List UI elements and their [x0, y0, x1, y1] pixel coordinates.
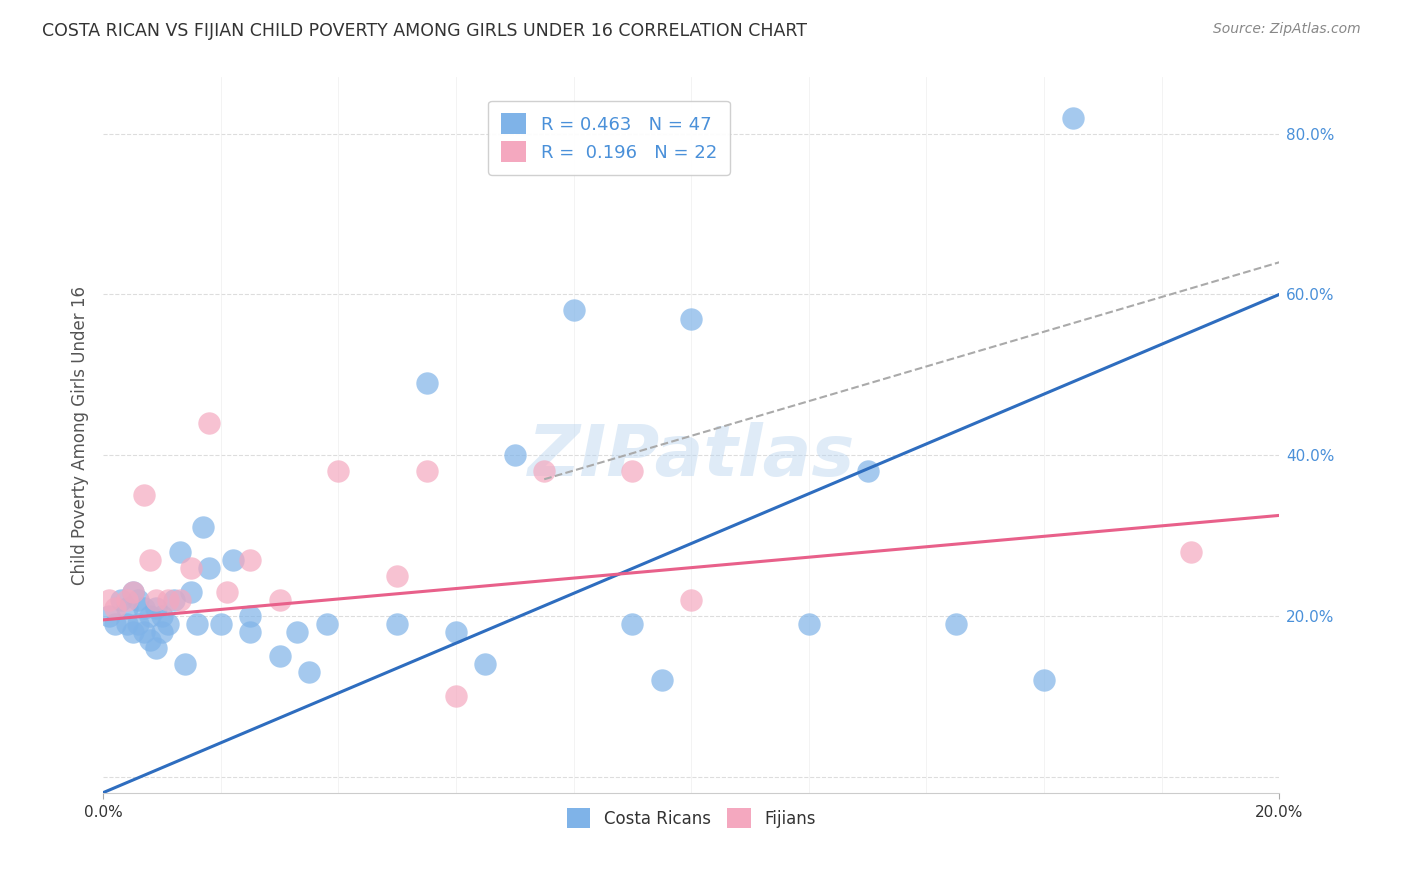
Text: ZIPatlas: ZIPatlas — [527, 422, 855, 491]
Point — [150, 624, 173, 639]
Point — [139, 608, 162, 623]
Point — [385, 568, 408, 582]
Point — [797, 616, 820, 631]
Point — [98, 608, 121, 623]
Point — [621, 616, 644, 631]
Point — [174, 657, 197, 671]
Point — [134, 600, 156, 615]
Point — [681, 311, 703, 326]
Legend: Costa Ricans, Fijians: Costa Ricans, Fijians — [561, 802, 823, 834]
Point — [562, 303, 585, 318]
Point — [145, 592, 167, 607]
Point — [127, 616, 149, 631]
Point — [191, 520, 214, 534]
Text: Source: ZipAtlas.com: Source: ZipAtlas.com — [1213, 22, 1361, 37]
Point — [115, 616, 138, 631]
Point — [444, 690, 467, 704]
Point — [269, 648, 291, 663]
Point — [621, 464, 644, 478]
Point — [215, 584, 238, 599]
Point — [651, 673, 673, 687]
Text: COSTA RICAN VS FIJIAN CHILD POVERTY AMONG GIRLS UNDER 16 CORRELATION CHART: COSTA RICAN VS FIJIAN CHILD POVERTY AMON… — [42, 22, 807, 40]
Point — [856, 464, 879, 478]
Point — [474, 657, 496, 671]
Point — [134, 624, 156, 639]
Point — [110, 592, 132, 607]
Point — [945, 616, 967, 631]
Point — [198, 416, 221, 430]
Point — [285, 624, 308, 639]
Point — [239, 608, 262, 623]
Point — [150, 608, 173, 623]
Point — [121, 624, 143, 639]
Point — [156, 592, 179, 607]
Point — [269, 592, 291, 607]
Point — [115, 592, 138, 607]
Point — [385, 616, 408, 631]
Point — [186, 616, 208, 631]
Point — [328, 464, 350, 478]
Point — [415, 376, 437, 390]
Point — [444, 624, 467, 639]
Point — [209, 616, 232, 631]
Point — [169, 592, 191, 607]
Point — [121, 584, 143, 599]
Point — [145, 600, 167, 615]
Point — [180, 584, 202, 599]
Point — [1063, 111, 1085, 125]
Point — [239, 624, 262, 639]
Point — [1033, 673, 1056, 687]
Point — [145, 640, 167, 655]
Y-axis label: Child Poverty Among Girls Under 16: Child Poverty Among Girls Under 16 — [72, 285, 89, 584]
Point — [198, 560, 221, 574]
Point — [681, 592, 703, 607]
Point — [115, 600, 138, 615]
Point — [1180, 544, 1202, 558]
Point — [104, 616, 127, 631]
Point — [139, 552, 162, 566]
Point — [533, 464, 555, 478]
Point — [156, 616, 179, 631]
Point — [415, 464, 437, 478]
Point — [134, 488, 156, 502]
Point — [239, 552, 262, 566]
Point — [221, 552, 243, 566]
Point — [104, 600, 127, 615]
Point — [169, 544, 191, 558]
Point — [163, 592, 186, 607]
Point — [180, 560, 202, 574]
Point — [298, 665, 321, 679]
Point — [315, 616, 337, 631]
Point — [503, 448, 526, 462]
Point — [127, 592, 149, 607]
Point — [98, 592, 121, 607]
Point — [139, 632, 162, 647]
Point — [121, 584, 143, 599]
